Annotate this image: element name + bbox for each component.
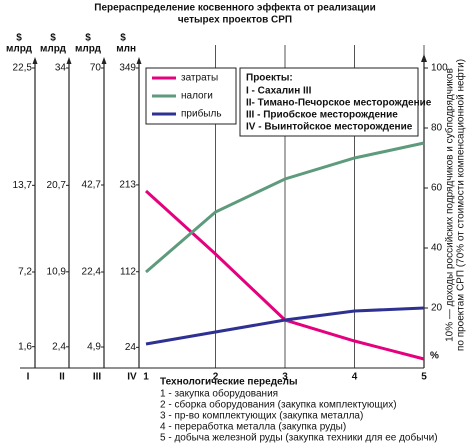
- chart-title: четырех проектов СРП: [178, 15, 292, 26]
- y-tick-label: 40: [431, 243, 443, 254]
- y-tick-label: 1,6: [18, 341, 32, 352]
- y-unit: %: [430, 351, 439, 362]
- note: 4 - переработка металла (закупка руды): [160, 421, 346, 433]
- project-item: I - Сахалин III: [246, 86, 312, 97]
- axis-label: II: [59, 372, 65, 383]
- y-tick-label: 80: [431, 123, 443, 134]
- axis-currency: $: [50, 33, 56, 44]
- note: 3 - пр-во комплектующих (закупка металла…: [160, 411, 363, 422]
- y-axis-label: 10% — доходы российских подрядчиков и су…: [444, 68, 456, 342]
- y-tick-label: 13,7: [13, 180, 33, 191]
- legend-label: затраты: [181, 73, 218, 84]
- axis-arrow: [421, 54, 427, 62]
- y-tick-label: 7,2: [18, 267, 32, 278]
- project-item: II- Тимано-Печорское месторождение: [246, 98, 432, 109]
- legend-label: налоги: [181, 91, 213, 102]
- axis-arrow: [32, 57, 38, 64]
- note: 5 - добыча железной руды (закупка техник…: [160, 432, 438, 444]
- chart-title: Перераспределение косвенного эффекта от …: [94, 2, 375, 14]
- axis-label: I: [27, 372, 30, 383]
- axis-unit: млн: [116, 44, 136, 55]
- y-tick-label: 112: [120, 266, 136, 277]
- y-axis-label: по проектам СРП (70% от стоимости компен…: [455, 59, 467, 351]
- x-tick-label: 2: [213, 372, 219, 383]
- note: 2 - сборка оборудования (закупка комплек…: [160, 399, 397, 411]
- x-axis-label: Технологические переделы: [160, 377, 298, 388]
- axis-label: III: [93, 372, 102, 383]
- projects-box: [239, 67, 419, 137]
- axis-arrow: [101, 57, 107, 64]
- axis-unit: млрд: [6, 44, 33, 55]
- series-line: [145, 306, 425, 346]
- y-tick-label: 22,4: [82, 267, 102, 278]
- x-tick-label: 3: [282, 372, 288, 383]
- axis-currency: $: [16, 33, 22, 44]
- axis-currency: $: [120, 33, 126, 44]
- y-tick-label: 100: [431, 63, 448, 74]
- project-item: III - Приобское месторождение: [246, 109, 398, 121]
- axis-arrow: [136, 57, 142, 64]
- y-tick-label: 42,7: [82, 180, 102, 191]
- y-tick-label: 4,9: [87, 342, 101, 353]
- y-tick-label: 2,4: [52, 341, 66, 352]
- note: 1 - закупка оборудования: [160, 388, 278, 400]
- axis-arrow: [66, 57, 72, 64]
- y-tick-label: 70: [90, 63, 102, 74]
- y-tick-label: 213: [119, 180, 136, 191]
- x-tick-label: 4: [352, 372, 358, 383]
- y-tick-label: 24: [125, 342, 137, 353]
- y-tick-label: 60: [431, 183, 443, 194]
- x-tick-label: 1: [143, 372, 149, 383]
- y-tick-label: 22,5: [13, 63, 33, 74]
- project-item: IV - Выинтойское месторождение: [246, 122, 413, 133]
- y-tick-label: 20,7: [47, 180, 67, 191]
- x-tick-label: 5: [421, 372, 427, 383]
- y-tick-label: 349: [119, 63, 136, 74]
- y-tick-label: 10,9: [47, 266, 67, 277]
- axis-unit: млрд: [40, 44, 67, 55]
- axis-label: IV: [127, 372, 137, 383]
- axis-currency: $: [85, 33, 91, 44]
- axis-unit: млрд: [75, 44, 102, 55]
- y-tick-label: 34: [55, 63, 67, 74]
- series-line: [145, 141, 425, 274]
- projects-title: Проекты:: [246, 73, 293, 84]
- legend-label: прибыль: [181, 108, 222, 120]
- y-tick-label: 20: [431, 303, 443, 314]
